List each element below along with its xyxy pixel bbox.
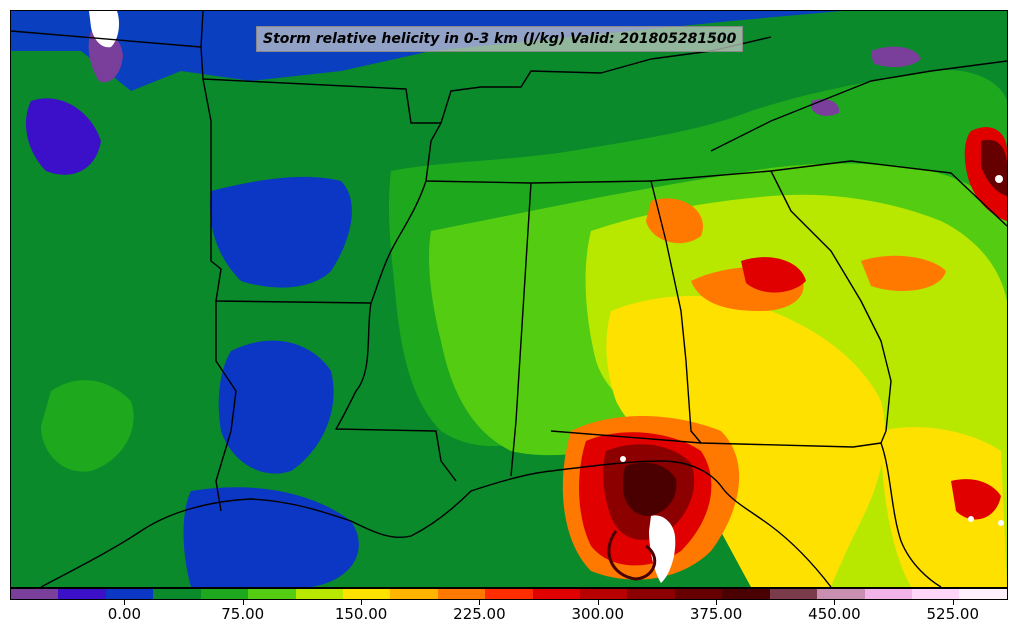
field-white-4 — [968, 516, 974, 522]
colorbar-swatch — [11, 589, 59, 599]
colorbar-tick-mark — [124, 600, 126, 605]
colorbar-tick-label: 225.00 — [453, 605, 506, 623]
colorbar-swatch — [342, 589, 391, 599]
colorbar-swatch — [437, 589, 486, 599]
colorbar-swatch — [295, 589, 343, 599]
field-blue-ar — [210, 176, 352, 288]
colorbar-tick-mark — [597, 600, 599, 605]
field-maroon — [623, 462, 677, 516]
colorbar-swatch — [674, 589, 723, 599]
state-boundaries — [11, 11, 1007, 512]
field-white-5 — [998, 520, 1004, 526]
field-red-4 — [951, 479, 1001, 520]
colorbar-tick-label: 525.00 — [926, 605, 980, 623]
colorbar-swatch — [580, 589, 628, 599]
colorbar-tick-label: 375.00 — [689, 605, 743, 623]
coastline — [40, 442, 942, 587]
colorbar-swatch — [105, 589, 154, 599]
field-green-west — [11, 208, 214, 364]
field-blue-gulf — [183, 487, 359, 587]
field-white-3 — [995, 175, 1003, 183]
colorbar-tick-label: 450.00 — [808, 605, 861, 623]
colorbar-ticks: 0.00 75.00 150.00 225.00 300.00 375.00 450.00 5… — [10, 600, 1008, 630]
map-title: Storm relative helicity in 0-3 km (J/kg)… — [263, 31, 737, 47]
colorbar-swatch — [817, 589, 865, 599]
colorbar-swatch — [912, 589, 960, 599]
field-purple-3 — [811, 99, 840, 116]
colorbar-tick-label: 150.00 — [334, 605, 388, 623]
colorbar — [10, 588, 1008, 600]
colorbar-swatch — [153, 589, 201, 599]
colorbar-swatch — [627, 589, 675, 599]
colorbar-tick-mark — [479, 600, 481, 605]
field-yellow-2 — [881, 427, 1007, 587]
colorbar-swatch — [532, 589, 581, 599]
field-green-west-2 — [41, 380, 134, 472]
colorbar-tick-label: 0.00 — [107, 605, 142, 623]
colorbar-tick-mark — [242, 600, 244, 605]
field-red-2 — [741, 257, 806, 293]
field-orange-2 — [646, 198, 703, 244]
colorbar-swatch — [959, 589, 1007, 599]
colorbar-tick-mark — [361, 600, 363, 605]
storm-swirl — [607, 530, 657, 581]
field-yellow — [606, 296, 885, 587]
map-title-box: Storm relative helicity in 0-3 km (J/kg)… — [256, 26, 744, 52]
field-blue-nw — [26, 98, 101, 175]
colorbar-tick-label: 75.00 — [221, 605, 265, 623]
colorbar-swatch — [248, 589, 296, 599]
colorbar-tick-mark — [834, 600, 836, 605]
colorbar-swatch — [390, 589, 438, 599]
colorbar-swatch — [58, 589, 106, 599]
colorbar-swatch — [200, 589, 249, 599]
colorbar-tick-mark — [716, 600, 718, 605]
field-orange-3 — [861, 255, 946, 291]
colorbar-swatch — [485, 589, 533, 599]
colorbar-swatch — [769, 589, 818, 599]
colorbar-tick-mark — [952, 600, 954, 605]
field-white-2 — [649, 515, 676, 583]
field-purple-2 — [871, 46, 921, 68]
field-purple-1 — [88, 29, 123, 83]
helicity-map — [11, 11, 1007, 587]
colorbar-swatch — [864, 589, 913, 599]
map-frame: Storm relative helicity in 0-3 km (J/kg)… — [10, 10, 1008, 588]
colorbar-tick-label: 300.00 — [571, 605, 625, 623]
field-blue-la — [218, 340, 334, 474]
field-white-6 — [620, 456, 626, 462]
colorbar-swatch — [722, 589, 770, 599]
